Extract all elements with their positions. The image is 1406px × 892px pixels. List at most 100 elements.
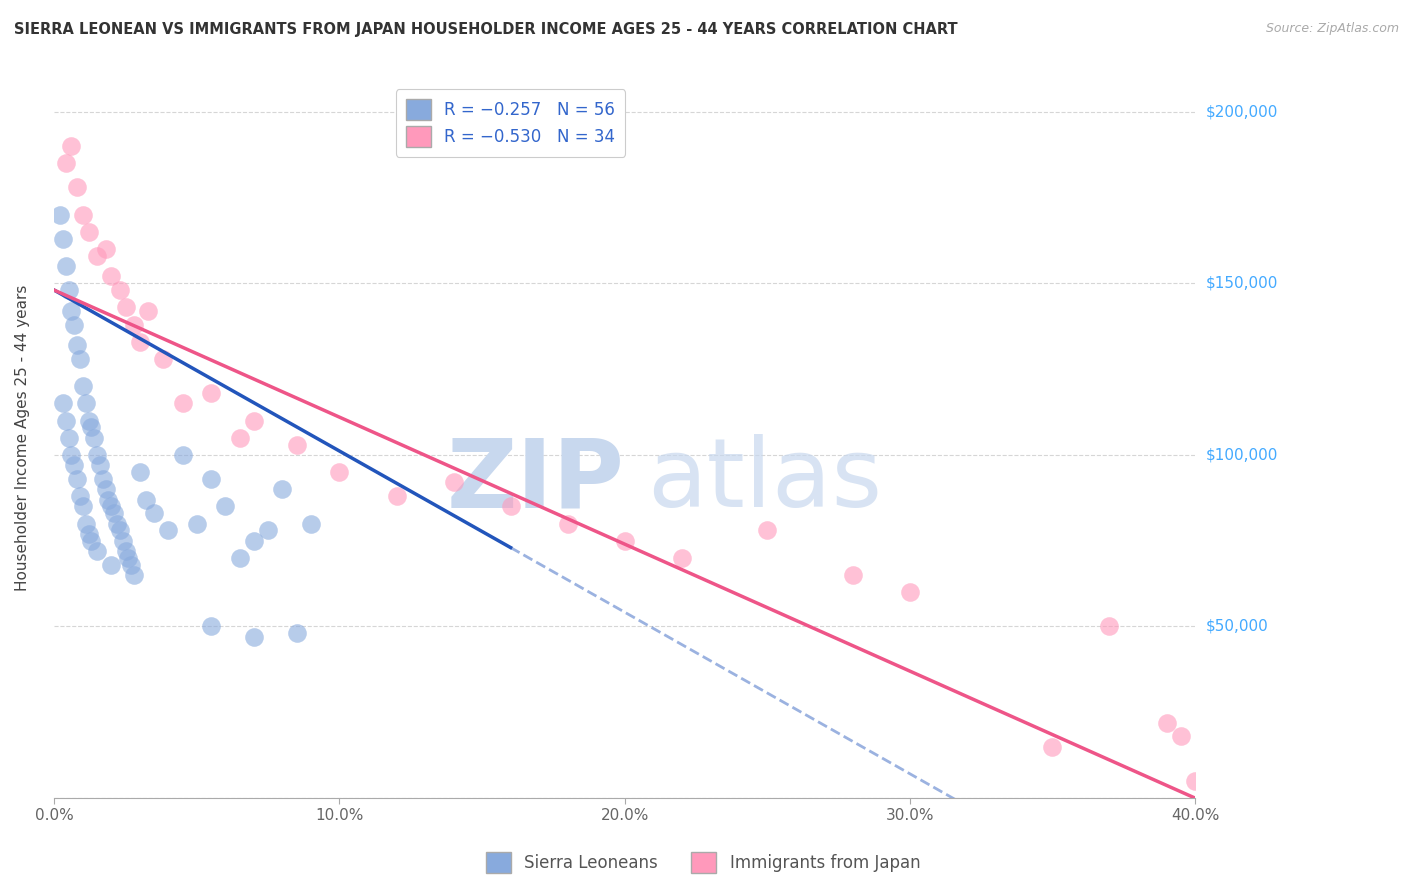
Point — [200, 472, 222, 486]
Point — [200, 619, 222, 633]
Point — [1042, 739, 1064, 754]
Legend: Sierra Leoneans, Immigrants from Japan: Sierra Leoneans, Immigrants from Japan — [479, 846, 927, 880]
Point — [72, 379, 94, 393]
Point — [122, 568, 145, 582]
Point — [228, 431, 250, 445]
Point — [172, 396, 194, 410]
Point — [299, 516, 322, 531]
Point — [52, 232, 75, 246]
Point — [80, 420, 103, 434]
Point — [100, 500, 122, 514]
Point — [1098, 619, 1121, 633]
Point — [63, 318, 86, 332]
Point — [100, 269, 122, 284]
Point — [285, 626, 308, 640]
Point — [97, 492, 120, 507]
Point — [69, 351, 91, 366]
Point — [172, 448, 194, 462]
Point — [499, 500, 522, 514]
Point — [613, 533, 636, 548]
Point — [94, 242, 117, 256]
Point — [77, 225, 100, 239]
Point — [83, 431, 105, 445]
Point — [75, 396, 97, 410]
Point — [77, 526, 100, 541]
Point — [69, 489, 91, 503]
Point — [671, 550, 693, 565]
Point — [86, 448, 108, 462]
Point — [108, 524, 131, 538]
Point — [152, 351, 174, 366]
Point — [80, 533, 103, 548]
Point — [55, 156, 77, 170]
Point — [77, 414, 100, 428]
Text: atlas: atlas — [648, 434, 883, 527]
Text: SIERRA LEONEAN VS IMMIGRANTS FROM JAPAN HOUSEHOLDER INCOME AGES 25 - 44 YEARS CO: SIERRA LEONEAN VS IMMIGRANTS FROM JAPAN … — [14, 22, 957, 37]
Point — [52, 396, 75, 410]
Point — [1184, 773, 1206, 788]
Legend: R = −0.257   N = 56, R = −0.530   N = 34: R = −0.257 N = 56, R = −0.530 N = 34 — [396, 89, 626, 157]
Point — [114, 301, 136, 315]
Point — [285, 437, 308, 451]
Point — [72, 208, 94, 222]
Point — [328, 465, 350, 479]
Point — [66, 338, 89, 352]
Point — [100, 558, 122, 572]
Text: Source: ZipAtlas.com: Source: ZipAtlas.com — [1265, 22, 1399, 36]
Point — [443, 475, 465, 490]
Point — [898, 585, 921, 599]
Point — [200, 386, 222, 401]
Point — [385, 489, 408, 503]
Point — [1156, 715, 1178, 730]
Point — [117, 550, 139, 565]
Text: ZIP: ZIP — [447, 434, 624, 527]
Y-axis label: Householder Income Ages 25 - 44 years: Householder Income Ages 25 - 44 years — [15, 285, 30, 591]
Point — [60, 139, 83, 153]
Point — [66, 180, 89, 194]
Point — [60, 303, 83, 318]
Point — [72, 500, 94, 514]
Point — [135, 492, 157, 507]
Point — [108, 283, 131, 297]
Point — [86, 544, 108, 558]
Point — [55, 259, 77, 273]
Point — [105, 516, 128, 531]
Point — [103, 506, 125, 520]
Point — [243, 533, 266, 548]
Point — [94, 482, 117, 496]
Point — [138, 303, 160, 318]
Text: $150,000: $150,000 — [1206, 276, 1278, 291]
Text: $100,000: $100,000 — [1206, 448, 1278, 462]
Point — [756, 524, 779, 538]
Point — [60, 448, 83, 462]
Point — [91, 472, 114, 486]
Point — [143, 506, 166, 520]
Point — [257, 524, 280, 538]
Point — [89, 458, 111, 473]
Point — [214, 500, 236, 514]
Text: $50,000: $50,000 — [1206, 619, 1268, 634]
Text: $200,000: $200,000 — [1206, 104, 1278, 120]
Point — [58, 431, 80, 445]
Point — [111, 533, 134, 548]
Point — [128, 465, 150, 479]
Point — [842, 568, 865, 582]
Point — [557, 516, 579, 531]
Point — [157, 524, 180, 538]
Point — [186, 516, 208, 531]
Point — [63, 458, 86, 473]
Point — [228, 550, 250, 565]
Point — [114, 544, 136, 558]
Point — [271, 482, 294, 496]
Point — [243, 630, 266, 644]
Point — [75, 516, 97, 531]
Point — [55, 414, 77, 428]
Point — [58, 283, 80, 297]
Point — [122, 318, 145, 332]
Point — [66, 472, 89, 486]
Point — [1170, 729, 1192, 743]
Point — [86, 249, 108, 263]
Point — [120, 558, 142, 572]
Point — [243, 414, 266, 428]
Point — [49, 208, 72, 222]
